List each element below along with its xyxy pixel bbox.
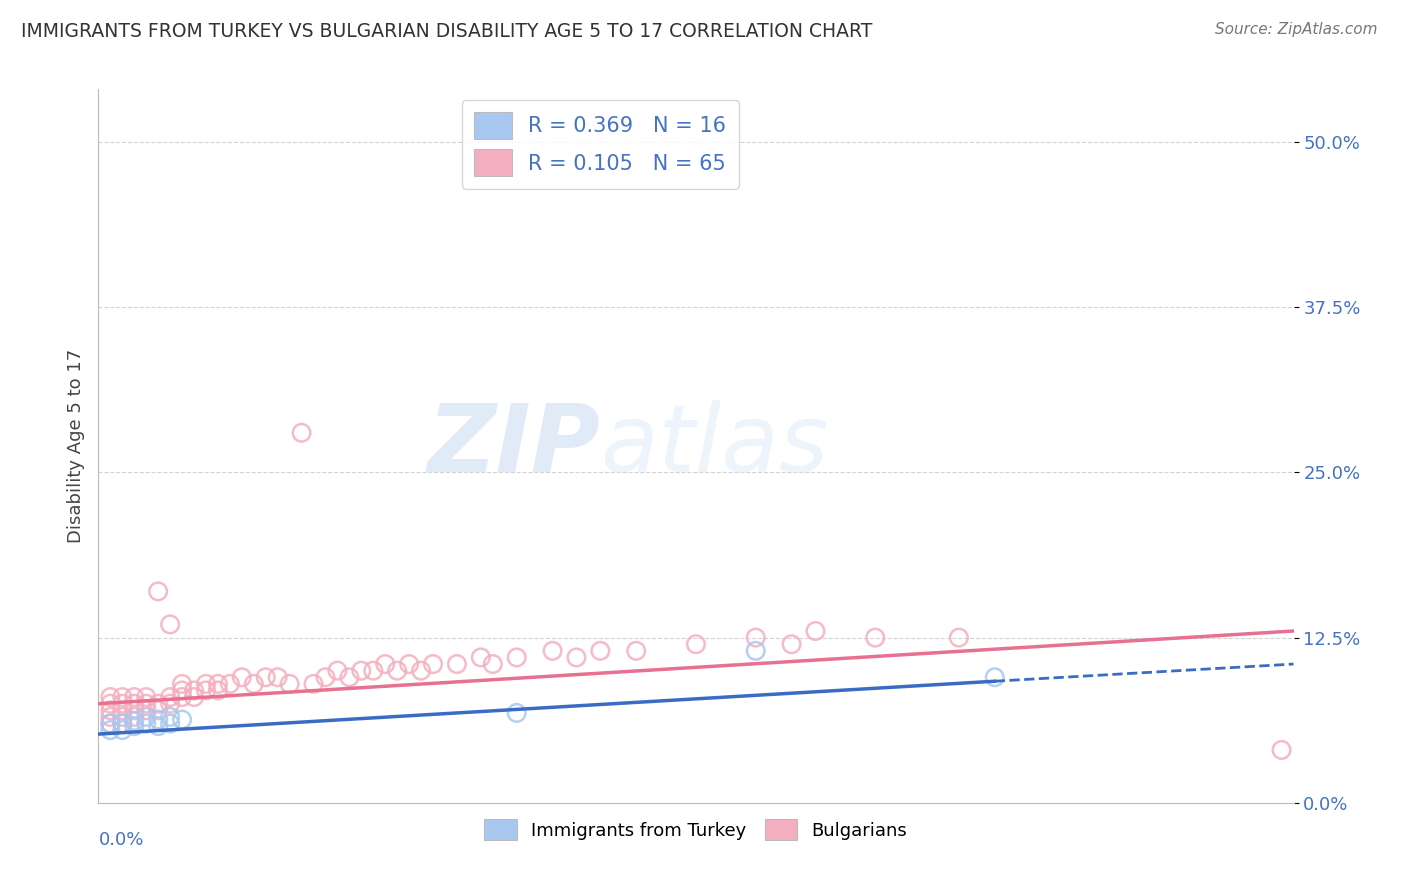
Point xyxy=(326,664,349,678)
Text: 0.0%: 0.0% xyxy=(98,831,143,849)
Point xyxy=(98,716,122,731)
Point xyxy=(183,690,205,704)
Point xyxy=(124,697,146,711)
Point xyxy=(159,710,181,724)
Point xyxy=(135,716,157,731)
Point xyxy=(685,637,707,651)
Point xyxy=(207,683,229,698)
Point xyxy=(589,644,612,658)
Point xyxy=(148,697,170,711)
Point xyxy=(446,657,468,671)
Point xyxy=(565,650,588,665)
Point xyxy=(506,706,529,720)
Point xyxy=(339,670,361,684)
Point xyxy=(135,703,157,717)
Point xyxy=(98,697,122,711)
Point xyxy=(482,657,505,671)
Point xyxy=(98,716,122,731)
Point xyxy=(506,650,529,665)
Point xyxy=(385,664,409,678)
Point xyxy=(745,644,768,658)
Point xyxy=(984,670,1007,684)
Point xyxy=(219,677,242,691)
Point xyxy=(243,677,266,691)
Point xyxy=(111,716,134,731)
Point xyxy=(111,716,134,731)
Point xyxy=(470,650,492,665)
Point xyxy=(124,719,146,733)
Point xyxy=(124,714,146,728)
Point xyxy=(183,683,205,698)
Point xyxy=(159,690,181,704)
Point xyxy=(422,657,444,671)
Point xyxy=(626,644,648,658)
Text: ZIP: ZIP xyxy=(427,400,600,492)
Point xyxy=(135,690,157,704)
Point xyxy=(804,624,827,638)
Point xyxy=(98,690,122,704)
Point xyxy=(350,664,373,678)
Point xyxy=(172,690,194,704)
Point xyxy=(135,710,157,724)
Point xyxy=(172,677,194,691)
Text: Source: ZipAtlas.com: Source: ZipAtlas.com xyxy=(1215,22,1378,37)
Point xyxy=(148,713,170,727)
Point xyxy=(745,631,768,645)
Point xyxy=(98,710,122,724)
Point xyxy=(278,677,301,691)
Point xyxy=(172,713,194,727)
Point xyxy=(302,677,325,691)
Point xyxy=(363,664,385,678)
Point xyxy=(315,670,337,684)
Point xyxy=(111,703,134,717)
Point xyxy=(159,716,181,731)
Point xyxy=(374,657,396,671)
Point xyxy=(172,683,194,698)
Point xyxy=(148,719,170,733)
Point xyxy=(159,697,181,711)
Point xyxy=(148,703,170,717)
Point xyxy=(98,723,122,738)
Point xyxy=(207,677,229,691)
Point xyxy=(254,670,277,684)
Point xyxy=(135,697,157,711)
Point xyxy=(195,683,218,698)
Point xyxy=(195,677,218,691)
Point xyxy=(541,644,564,658)
Point xyxy=(267,670,290,684)
Point xyxy=(111,697,134,711)
Point xyxy=(124,703,146,717)
Text: IMMIGRANTS FROM TURKEY VS BULGARIAN DISABILITY AGE 5 TO 17 CORRELATION CHART: IMMIGRANTS FROM TURKEY VS BULGARIAN DISA… xyxy=(21,22,873,41)
Point xyxy=(780,637,803,651)
Point xyxy=(159,617,181,632)
Point xyxy=(148,584,170,599)
Point xyxy=(98,703,122,717)
Text: atlas: atlas xyxy=(600,401,828,491)
Point xyxy=(948,631,970,645)
Y-axis label: Disability Age 5 to 17: Disability Age 5 to 17 xyxy=(66,349,84,543)
Point xyxy=(291,425,314,440)
Point xyxy=(111,723,134,738)
Point xyxy=(231,670,253,684)
Point xyxy=(111,690,134,704)
Point xyxy=(124,710,146,724)
Point xyxy=(865,631,887,645)
Legend: Immigrants from Turkey, Bulgarians: Immigrants from Turkey, Bulgarians xyxy=(477,812,915,847)
Point xyxy=(1271,743,1294,757)
Point xyxy=(124,690,146,704)
Point xyxy=(398,657,420,671)
Point xyxy=(411,664,433,678)
Point xyxy=(111,710,134,724)
